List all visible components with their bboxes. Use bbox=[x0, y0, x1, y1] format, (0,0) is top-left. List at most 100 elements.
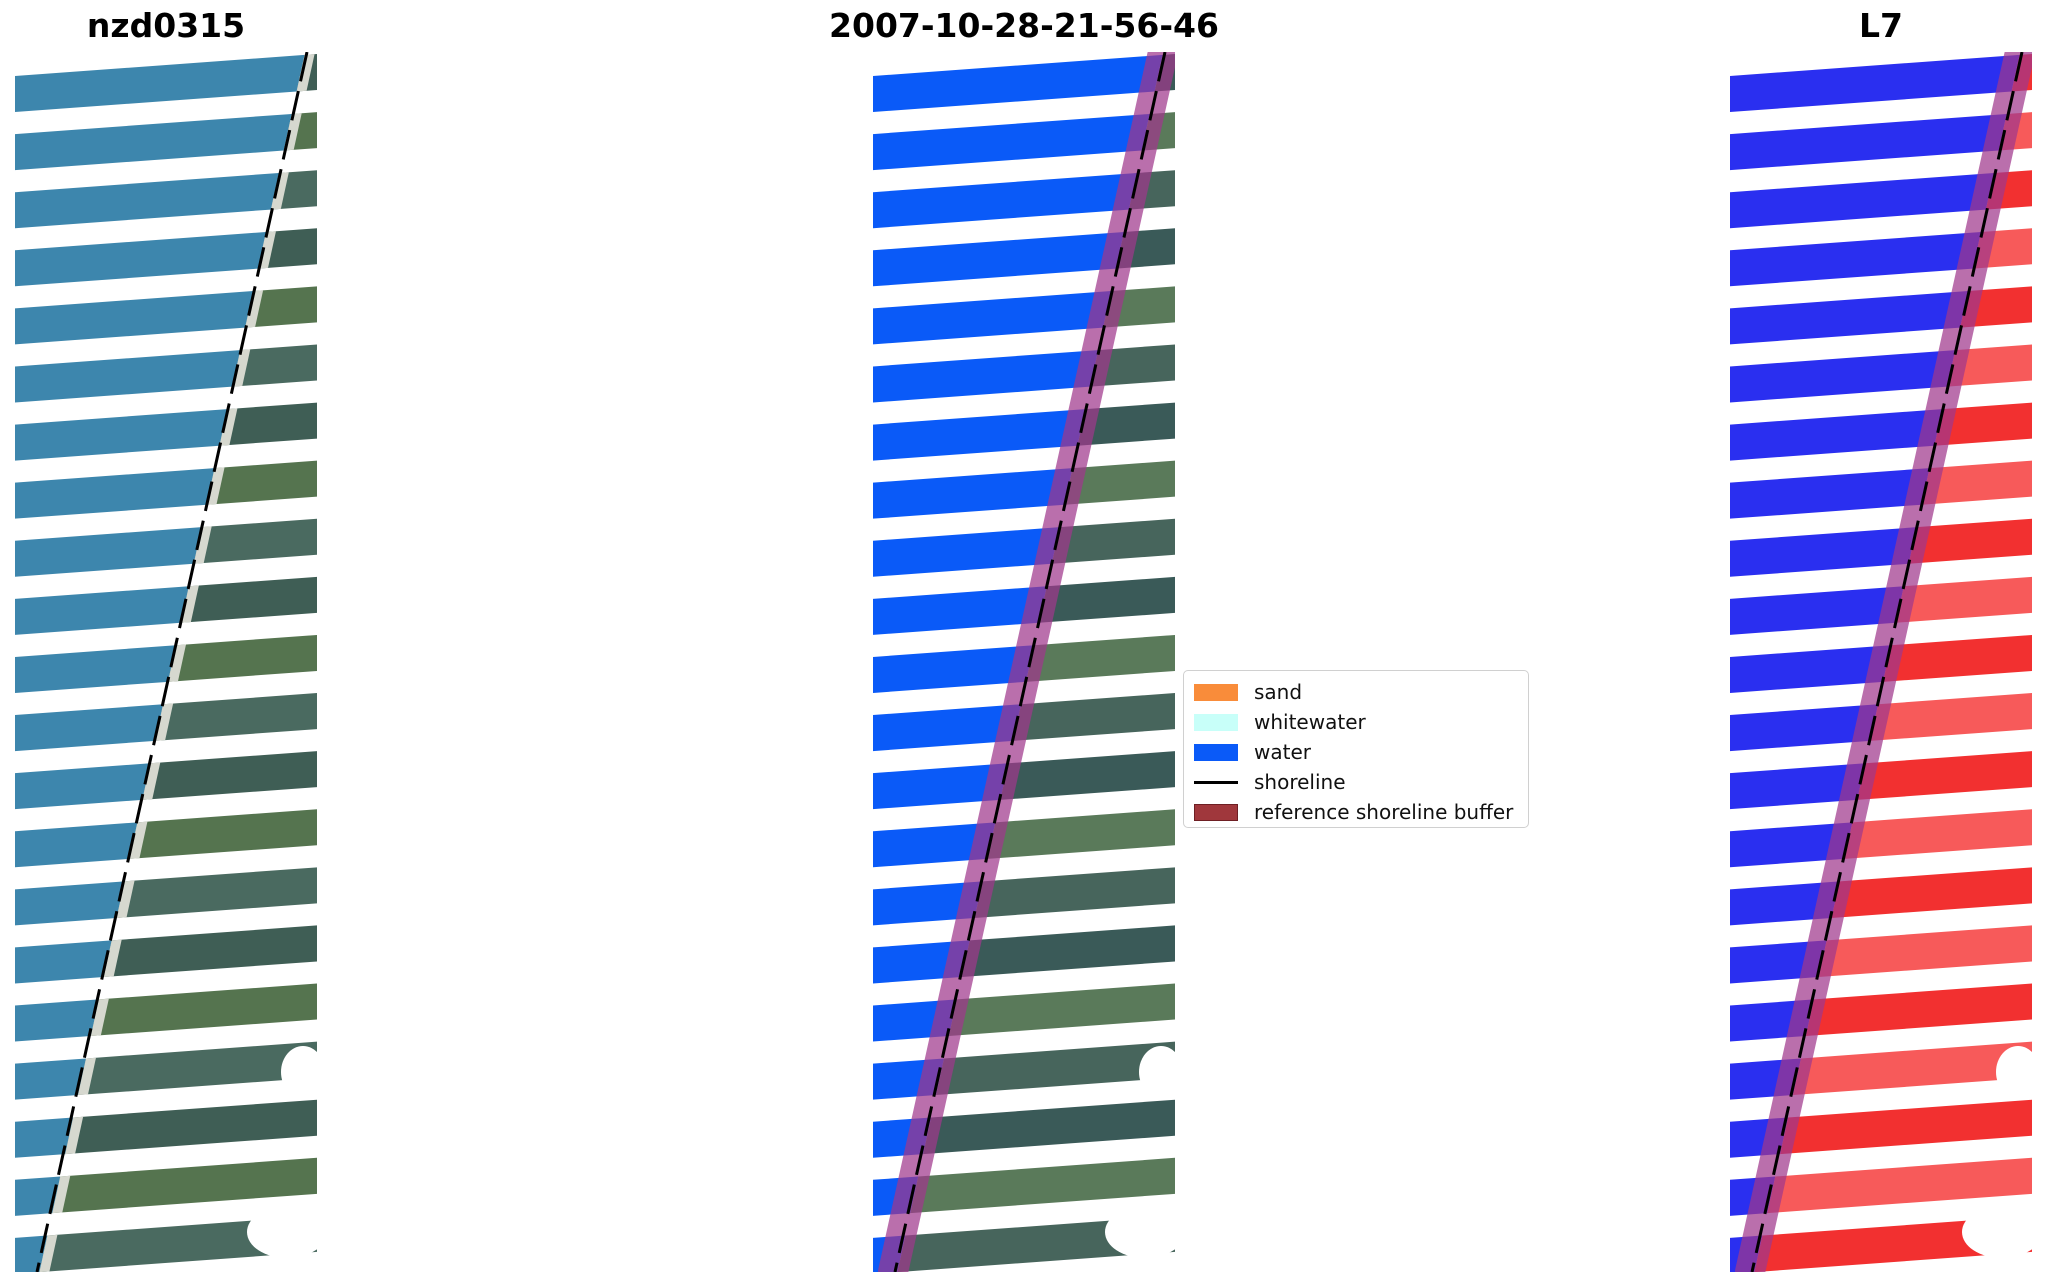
land-band bbox=[155, 693, 317, 741]
reference-shoreline-buffer bbox=[878, 52, 1175, 1272]
legend-label: whitewater bbox=[1254, 710, 1366, 734]
water-band bbox=[873, 586, 1047, 635]
sand-swatch bbox=[1194, 683, 1238, 701]
water-band bbox=[15, 350, 241, 403]
right-panel-title: L7 bbox=[1859, 6, 1903, 45]
water-band bbox=[873, 232, 1124, 287]
legend-item-buffer: reference shoreline buffer bbox=[1194, 797, 1518, 827]
land-band bbox=[1000, 751, 1175, 800]
mndwi-image bbox=[1730, 52, 2032, 1272]
beach-band bbox=[129, 821, 148, 859]
water-band bbox=[15, 822, 138, 868]
legend-label: reference shoreline buffer bbox=[1254, 800, 1514, 824]
beach-band bbox=[65, 1116, 84, 1155]
water-band bbox=[1730, 881, 1840, 926]
land-band bbox=[193, 518, 317, 564]
water-band bbox=[15, 468, 215, 519]
land-band bbox=[232, 344, 317, 387]
water-band bbox=[1730, 468, 1930, 519]
land-band bbox=[1895, 576, 2032, 623]
water-band bbox=[15, 172, 279, 229]
land-band bbox=[78, 1041, 317, 1096]
land-band bbox=[1013, 693, 1175, 741]
water-band bbox=[1730, 527, 1917, 577]
water-band bbox=[1730, 822, 1853, 868]
land-band bbox=[1090, 344, 1175, 387]
land-band bbox=[1051, 518, 1175, 564]
water-band bbox=[15, 940, 112, 984]
water-band bbox=[15, 1176, 61, 1216]
whitewater-swatch bbox=[1194, 713, 1238, 731]
land-band bbox=[1077, 402, 1175, 446]
water-band bbox=[15, 113, 292, 171]
beach-band bbox=[168, 644, 186, 682]
mndwi-image-panel bbox=[1730, 52, 2032, 1272]
rgb-image-panel bbox=[15, 52, 317, 1272]
water-band bbox=[1730, 350, 1956, 403]
legend-label: sand bbox=[1254, 680, 1303, 704]
water-band bbox=[15, 54, 305, 113]
water-band bbox=[15, 527, 202, 577]
land-band bbox=[1805, 983, 2032, 1037]
cloud bbox=[281, 1046, 317, 1098]
water-band bbox=[1730, 113, 2007, 171]
legend-item-whitewater: whitewater bbox=[1194, 707, 1518, 737]
legend-item-sand: sand bbox=[1194, 677, 1518, 707]
land-band bbox=[923, 1099, 1175, 1155]
land-band bbox=[1767, 1157, 2032, 1214]
land-band bbox=[103, 925, 317, 977]
beach-band bbox=[193, 526, 212, 564]
beach-band bbox=[142, 762, 161, 800]
beach-band bbox=[78, 1057, 96, 1096]
land-band bbox=[1921, 460, 2032, 505]
water-band bbox=[873, 704, 1022, 752]
beach-band bbox=[296, 54, 315, 92]
beach-band bbox=[232, 349, 251, 387]
water-band bbox=[15, 1117, 74, 1158]
water-band bbox=[873, 113, 1150, 171]
cloud bbox=[1962, 1206, 2032, 1258]
land-band bbox=[142, 751, 317, 800]
water-band bbox=[873, 291, 1112, 345]
beach-band bbox=[39, 1234, 58, 1272]
water-band bbox=[873, 881, 983, 926]
beach-band bbox=[103, 939, 122, 977]
left-panel-title: nzd0315 bbox=[86, 6, 246, 45]
water-band bbox=[1730, 232, 1981, 287]
water-band bbox=[15, 881, 125, 926]
shoreline bbox=[35, 52, 309, 1272]
water-band bbox=[873, 468, 1073, 519]
legend: sand whitewater water shoreline referenc… bbox=[1183, 670, 1529, 828]
land-band bbox=[974, 867, 1175, 918]
legend-item-shoreline: shoreline bbox=[1194, 767, 1518, 797]
land-band bbox=[961, 925, 1175, 977]
legend-label: water bbox=[1254, 740, 1311, 764]
shoreline bbox=[1750, 52, 2024, 1272]
land-band bbox=[1026, 634, 1175, 682]
beach-band bbox=[180, 585, 199, 623]
land-band bbox=[116, 867, 317, 918]
beach-band bbox=[245, 290, 264, 328]
water-band bbox=[15, 763, 151, 810]
water-band bbox=[15, 409, 228, 461]
water-band bbox=[873, 645, 1034, 693]
land-band bbox=[168, 634, 317, 682]
water-band bbox=[1730, 409, 1943, 461]
water-band bbox=[1730, 645, 1891, 693]
legend-item-water: water bbox=[1194, 737, 1518, 767]
water-band bbox=[873, 54, 1163, 113]
water-band bbox=[1730, 54, 2020, 113]
land-band bbox=[1870, 693, 2032, 741]
water-band bbox=[1730, 291, 1969, 345]
land-band bbox=[1908, 518, 2032, 564]
land-band bbox=[987, 809, 1175, 859]
beach-band bbox=[116, 880, 135, 918]
land-band bbox=[936, 1041, 1175, 1096]
land-band bbox=[219, 402, 317, 446]
water-band bbox=[15, 999, 99, 1042]
land-band bbox=[948, 983, 1175, 1037]
water-band bbox=[15, 645, 176, 693]
water-band bbox=[873, 527, 1060, 577]
land-band bbox=[1818, 925, 2032, 977]
beach-band bbox=[206, 467, 225, 505]
